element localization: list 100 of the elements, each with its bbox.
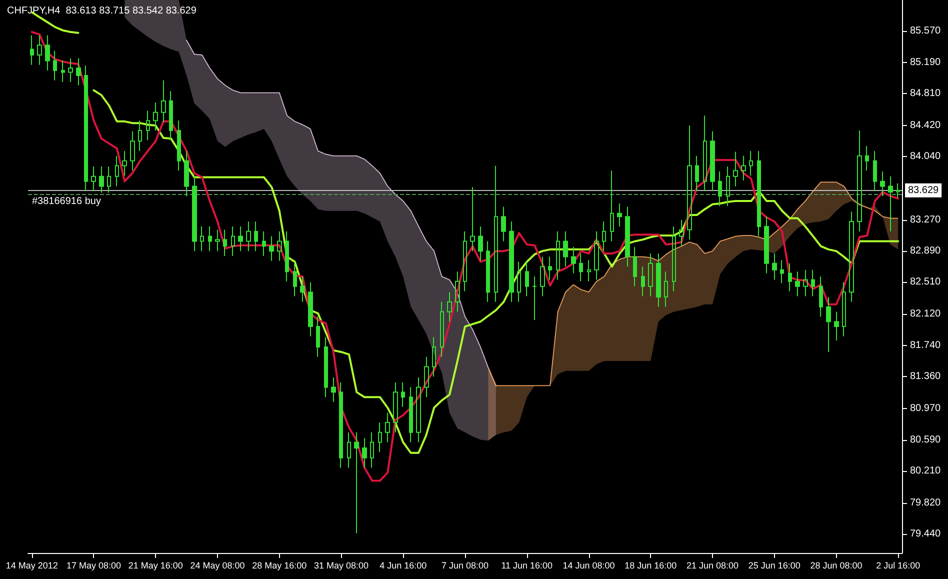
x-tick-label: 24 May 08:00 <box>190 560 245 570</box>
line-series <box>186 40 496 386</box>
candlestick <box>347 432 351 468</box>
candlestick <box>540 256 545 297</box>
candlestick <box>362 438 367 468</box>
candlestick <box>703 115 707 192</box>
candlestick <box>277 230 282 262</box>
y-tick-label: 84.040 <box>910 151 942 162</box>
candlestick <box>208 226 212 252</box>
x-tick-label: 4 Jun 16:00 <box>380 560 427 570</box>
candlestick <box>53 50 57 81</box>
candlestick <box>764 216 769 274</box>
candlestick <box>324 336 328 398</box>
candlestick <box>76 58 81 86</box>
candlestick <box>826 296 831 352</box>
y-tick-label: 81.360 <box>910 371 942 382</box>
candlestick <box>409 386 413 443</box>
candlestick <box>184 150 189 197</box>
candlestick <box>710 130 715 192</box>
candlestick <box>509 221 514 302</box>
candlestick <box>780 260 784 284</box>
x-tick-label: 7 Jun 08:00 <box>441 560 489 570</box>
candlestick <box>316 316 320 358</box>
candlestick <box>501 206 506 242</box>
y-tick-label: 79.440 <box>910 528 942 540</box>
candlestick <box>633 246 637 287</box>
candlestick <box>238 226 243 252</box>
candlestick <box>672 226 676 292</box>
candlestick <box>470 186 475 252</box>
candlestick <box>153 102 158 131</box>
y-tick-label: 85.190 <box>910 56 942 68</box>
candlestick <box>115 155 119 187</box>
candlestick <box>788 262 792 292</box>
candlestick <box>517 261 521 302</box>
candlestick <box>37 34 42 66</box>
candlestick <box>795 271 800 297</box>
candlestick <box>122 150 127 176</box>
candlestick <box>819 276 823 318</box>
candlestick <box>146 110 150 141</box>
candlestick <box>308 282 313 337</box>
candlestick <box>857 130 862 232</box>
line-series <box>488 182 899 386</box>
candlestick <box>617 202 622 227</box>
candlestick <box>571 246 576 274</box>
candlestick <box>447 292 452 322</box>
candlestick <box>231 226 235 256</box>
x-tick-label: 21 May 16:00 <box>128 560 183 570</box>
candlestick <box>169 90 173 141</box>
x-tick-label: 21 Jun 08:00 <box>686 560 739 570</box>
candlestick <box>354 432 359 534</box>
x-tick-label: 31 May 08:00 <box>314 560 369 570</box>
candlestick <box>548 256 552 280</box>
candlestick <box>432 336 436 378</box>
y-tick-label: 80.590 <box>910 434 942 446</box>
candlestick <box>30 34 34 66</box>
candlestick <box>177 120 181 172</box>
x-tick-label: 14 Jun 08:00 <box>562 560 615 570</box>
candlestick <box>602 221 606 252</box>
candlestick <box>285 230 289 282</box>
candlestick <box>865 146 869 172</box>
candlestick <box>594 230 599 280</box>
x-tick-label: 28 Jun 08:00 <box>810 560 862 570</box>
candlestick <box>416 376 421 443</box>
candlestick <box>556 230 560 280</box>
y-tick-label: 80.210 <box>910 465 942 476</box>
candlestick <box>45 34 50 72</box>
candlestick <box>401 382 405 408</box>
candlestick <box>385 412 390 443</box>
candlestick <box>811 269 815 297</box>
candlestick <box>741 155 746 182</box>
candlestick <box>91 166 96 192</box>
x-tick-label: 28 May 16:00 <box>252 560 307 570</box>
candlestick <box>888 176 893 232</box>
candlestick <box>99 166 104 194</box>
x-tick-label: 25 Jun 16:00 <box>748 560 800 570</box>
candlestick <box>130 130 135 172</box>
candlestick <box>525 261 529 297</box>
x-tick-label: 2 Jul 16:00 <box>876 560 920 570</box>
candlestick <box>749 150 753 176</box>
y-tick-label: 82.890 <box>910 246 942 257</box>
y-tick-label: 84.420 <box>910 120 942 132</box>
candlestick <box>370 432 374 468</box>
candlestick <box>254 221 258 252</box>
candlestick <box>587 260 591 282</box>
candlestick <box>664 271 668 308</box>
candlestick <box>757 150 761 237</box>
candlestick <box>339 382 343 468</box>
candlestick <box>455 271 460 312</box>
y-tick-label: 79.820 <box>910 497 942 508</box>
candlestick <box>532 276 537 320</box>
candlestick <box>610 170 614 242</box>
y-tick-label: 82.120 <box>910 308 942 320</box>
candlestick <box>215 229 220 252</box>
candlestick <box>579 253 583 282</box>
text: CHFJPY,H4 83.613 83.715 83.542 83.629 <box>7 6 197 16</box>
candlestick <box>84 65 88 192</box>
candlestick <box>733 151 738 187</box>
candlestick <box>834 311 839 341</box>
candlestick <box>494 165 498 302</box>
candlestick <box>803 269 808 297</box>
